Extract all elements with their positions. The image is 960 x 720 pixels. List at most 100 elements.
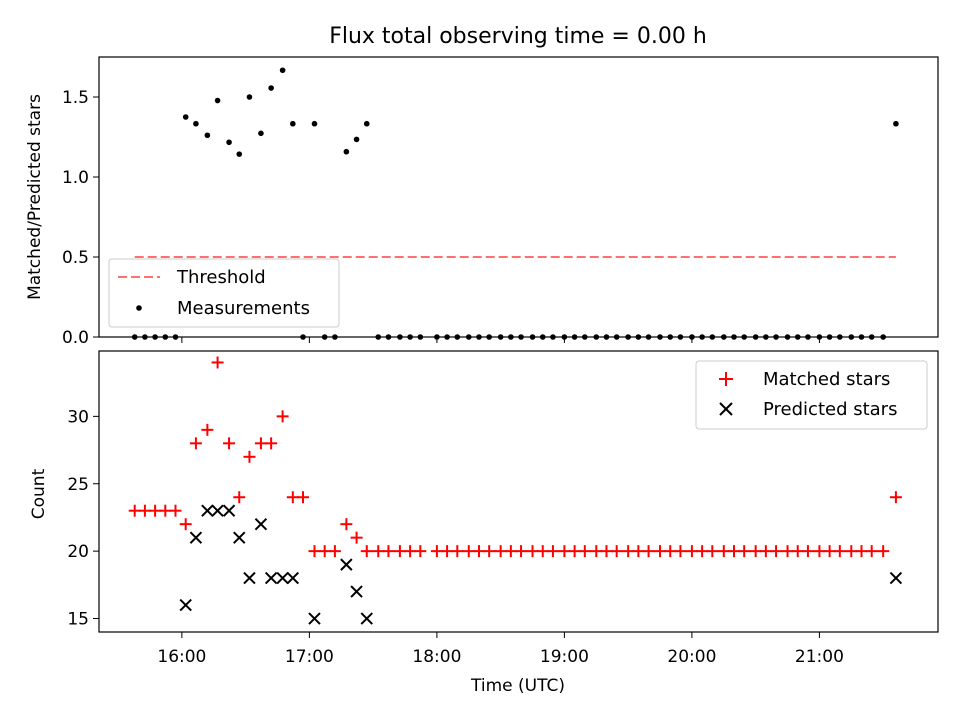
- measurement-point: [343, 148, 350, 155]
- matched-star-point: [674, 545, 687, 558]
- matched-star-point: [770, 545, 783, 558]
- matched-star-point: [622, 545, 635, 558]
- matched-star-point: [159, 504, 172, 517]
- matched-star-point: [372, 545, 385, 558]
- predicted-star-stroke: [179, 598, 192, 612]
- matched-star-point: [781, 545, 794, 558]
- y-tick-label: 25: [67, 475, 89, 495]
- top-y-ticks: 0.0 0.5 1.0 1.5: [62, 88, 99, 348]
- matched-star-point: [706, 545, 719, 558]
- predicted-star-stroke: [243, 571, 256, 585]
- matched-star-point: [845, 545, 858, 558]
- x-tick-label: 21:00: [795, 647, 844, 667]
- legend-threshold-label: Threshold: [176, 267, 266, 288]
- matched-star-point: [211, 356, 224, 369]
- matched-star-point: [738, 545, 751, 558]
- legend-matched-swatch: [719, 372, 733, 386]
- matched-star-point: [286, 491, 299, 504]
- measurement-point: [353, 136, 360, 143]
- matched-star-point: [451, 545, 464, 558]
- matched-star-point: [360, 545, 373, 558]
- predicted-star-stroke: [308, 612, 321, 625]
- predicted-star-stroke: [189, 531, 203, 544]
- matched-star-point: [526, 545, 539, 558]
- matched-star-point: [393, 545, 406, 558]
- measurement-point: [268, 85, 274, 91]
- legend-measurement-swatch: [136, 305, 142, 311]
- y-tick-label: 20: [67, 542, 89, 562]
- predicted-star-point: [222, 504, 236, 517]
- matched-star-point: [664, 545, 677, 558]
- matched-star-point: [504, 545, 517, 558]
- legend-predicted-label: Predicted stars: [763, 399, 897, 420]
- matched-star-point: [318, 545, 331, 558]
- legend-measurements-label: Measurements: [177, 298, 310, 319]
- matched-star-point: [382, 545, 395, 558]
- matched-star-point: [546, 545, 559, 558]
- predicted-star-point: [254, 517, 268, 531]
- matched-star-point: [855, 545, 868, 558]
- matched-star-point: [791, 545, 804, 558]
- measurement-point: [279, 67, 286, 74]
- matched-star-point: [169, 504, 182, 517]
- y-tick-label: 15: [67, 610, 89, 630]
- bottom-axes-frame: [98, 350, 939, 633]
- predicted-star-stroke: [350, 585, 363, 598]
- matched-star-point: [340, 518, 353, 531]
- matched-star-point: [823, 545, 836, 558]
- predicted-star-point: [889, 571, 903, 585]
- predicted-star-point: [179, 598, 192, 612]
- y-tick-label: 30: [67, 407, 89, 427]
- matched-star-point: [494, 545, 507, 558]
- matched-star-point: [685, 545, 698, 558]
- matched-star-point: [813, 545, 826, 558]
- matched-star-point: [441, 545, 454, 558]
- predicted-star-point: [233, 531, 246, 544]
- matched-star-point: [128, 504, 141, 517]
- matched-star-point: [578, 545, 591, 558]
- matched-star-point: [717, 545, 730, 558]
- matched-star-point: [328, 545, 341, 558]
- matched-star-point: [472, 545, 485, 558]
- measurement-point: [290, 120, 296, 127]
- matched-star-point: [610, 545, 623, 558]
- predicted-star-point: [350, 585, 363, 598]
- matched-star-point: [149, 504, 162, 517]
- predicted-star-point: [189, 531, 203, 544]
- matched-star-point: [223, 437, 236, 450]
- matched-star-point: [654, 545, 667, 558]
- matched-star-point: [462, 545, 475, 558]
- matched-star-point: [189, 437, 202, 450]
- matched-star-point: [308, 545, 321, 558]
- matched-star-point: [642, 545, 655, 558]
- predicted-star-stroke: [222, 504, 236, 517]
- matched-star-point: [265, 437, 278, 450]
- measurement-point: [193, 120, 199, 127]
- x-tick-label: 20:00: [667, 647, 716, 667]
- predicted-star-stroke: [254, 517, 268, 531]
- matched-star-point: [632, 545, 645, 558]
- matched-star-point: [865, 545, 878, 558]
- matched-star-point: [201, 423, 214, 436]
- legend-predicted-swatch: [719, 402, 733, 416]
- x-tick-label: 16:00: [157, 647, 206, 667]
- matched-star-point: [483, 545, 496, 558]
- measurement-point: [893, 120, 899, 127]
- measurement-point: [258, 130, 264, 137]
- matched-star-point: [558, 545, 571, 558]
- x-axis-label: Time (UTC): [470, 676, 565, 696]
- predicted-star-point: [201, 504, 214, 517]
- predicted-star-stroke: [340, 558, 353, 571]
- top-axes-frame: [98, 56, 939, 338]
- predicted-star-point: [276, 571, 289, 585]
- y-tick-label: 0.0: [62, 328, 89, 348]
- chart-title: Flux total observing time = 0.00 h: [329, 24, 707, 49]
- matched-star-point: [536, 545, 549, 558]
- y-tick-label: 0.5: [62, 248, 89, 268]
- x-tick-label: 19:00: [540, 647, 589, 667]
- measurement-point: [226, 139, 232, 146]
- predicted-star-point: [360, 612, 373, 625]
- matched-star-point: [877, 545, 890, 558]
